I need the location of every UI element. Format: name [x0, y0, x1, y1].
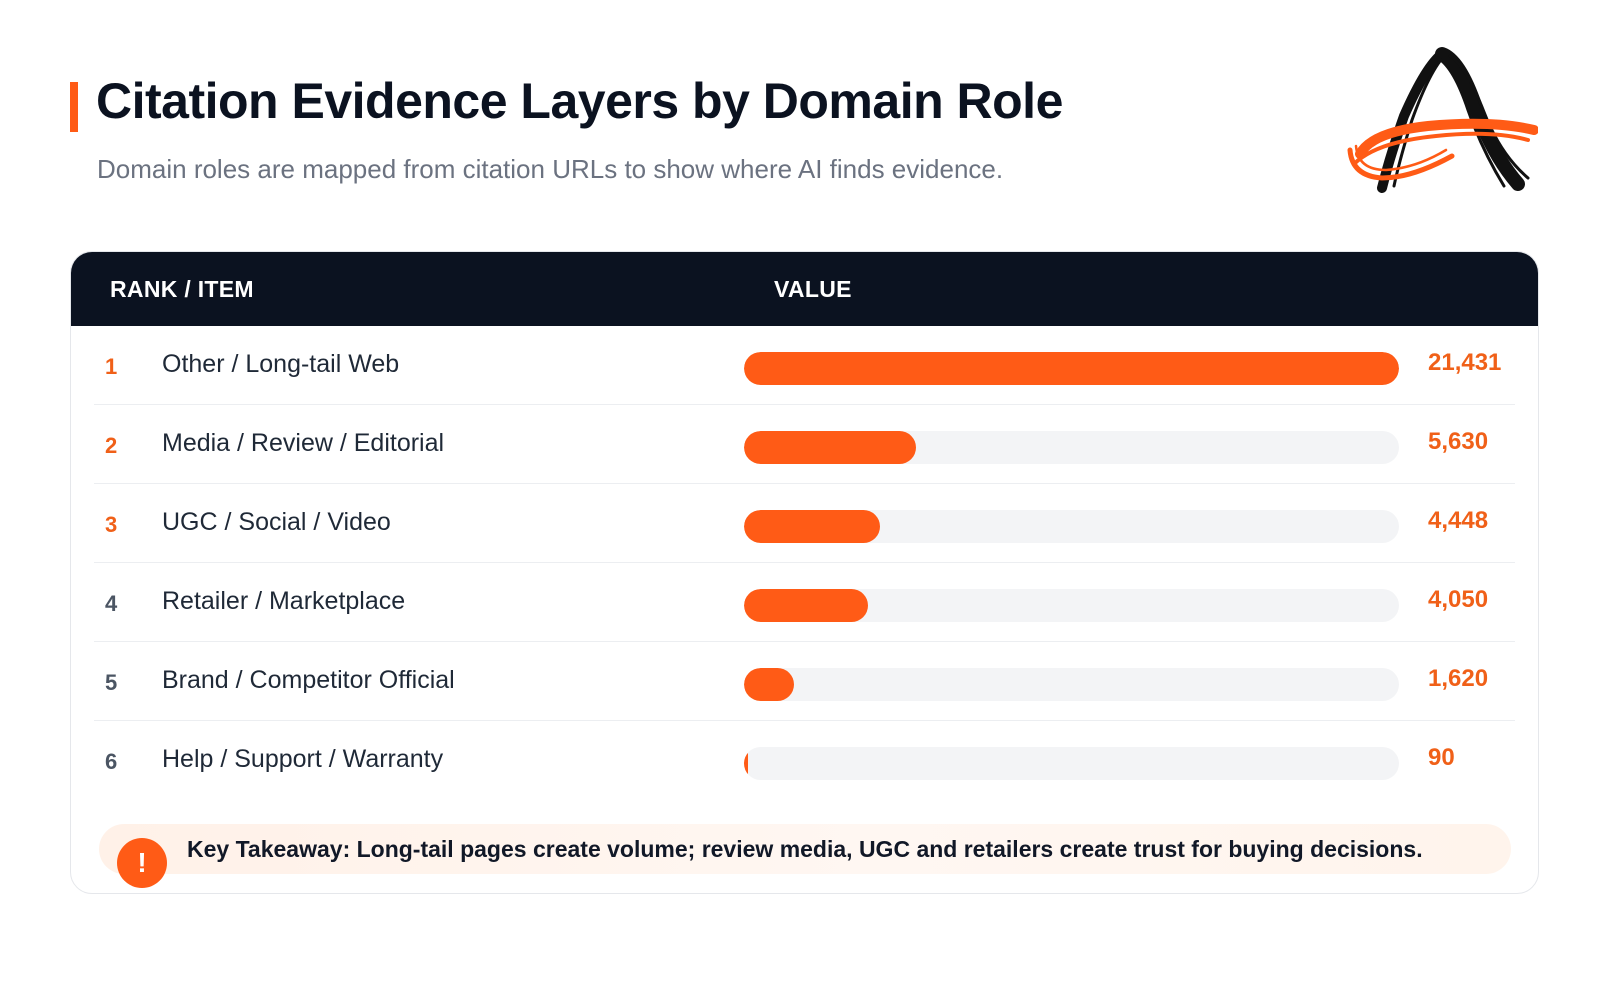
item-label: UGC / Social / Video	[162, 508, 391, 536]
column-header-value: VALUE	[774, 276, 852, 302]
row-divider	[94, 641, 1515, 642]
rank-number: 2	[105, 433, 118, 458]
bar	[744, 352, 1399, 385]
table-row: 5 Brand / Competitor Official 1,620	[71, 642, 1538, 721]
table-row: 3 UGC / Social / Video 4,448	[71, 484, 1538, 563]
item-label: Retailer / Marketplace	[162, 587, 406, 615]
brand-a-logo-icon	[1347, 47, 1538, 193]
bar-track	[744, 668, 1399, 701]
bar-track	[744, 431, 1399, 464]
title-accent-bar	[70, 82, 78, 132]
value-label: 5,630	[1428, 428, 1489, 455]
bar-track	[744, 747, 1399, 780]
row-divider	[94, 404, 1515, 405]
item-label: Media / Review / Editorial	[162, 429, 445, 457]
table-body: 1 Other / Long-tail Web 21,431 2 Media /…	[71, 326, 1538, 800]
rank-number: 4	[105, 591, 118, 616]
column-header-rank-item: RANK / ITEM	[110, 276, 254, 302]
value-label: 4,448	[1428, 507, 1489, 534]
page-title: Citation Evidence Layers by Domain Role	[96, 73, 1063, 129]
table-row: 2 Media / Review / Editorial 5,630	[71, 405, 1538, 484]
row-divider	[94, 562, 1515, 563]
rank-number: 3	[105, 512, 118, 537]
bar	[744, 510, 880, 543]
rank-number: 6	[105, 749, 118, 774]
key-takeaway-text: Key Takeaway: Long-tail pages create vol…	[187, 836, 1423, 862]
page-subtitle: Domain roles are mapped from citation UR…	[97, 154, 1004, 184]
value-label: 21,431	[1428, 349, 1502, 376]
table-row: 1 Other / Long-tail Web 21,431	[71, 326, 1538, 405]
bar-track	[744, 352, 1399, 385]
bar-track	[744, 510, 1399, 543]
item-label: Other / Long-tail Web	[162, 350, 400, 378]
rank-number: 1	[105, 354, 118, 379]
bar	[744, 747, 748, 780]
ranking-table: RANK / ITEM VALUE 1 Other / Long-tail We…	[70, 251, 1539, 894]
rank-number: 5	[105, 670, 118, 695]
bar	[744, 431, 917, 464]
table-header: RANK / ITEM VALUE	[71, 252, 1538, 326]
bar	[744, 668, 794, 701]
bar-track	[744, 589, 1399, 622]
row-divider	[94, 720, 1515, 721]
bar	[744, 589, 868, 622]
value-label: 90	[1428, 744, 1455, 771]
key-takeaway-banner: ! Key Takeaway: Long-tail pages create v…	[99, 824, 1511, 888]
value-label: 4,050	[1428, 586, 1489, 613]
table-row: 6 Help / Support / Warranty 90	[71, 721, 1538, 800]
value-label: 1,620	[1428, 665, 1489, 692]
exclamation-icon: !	[117, 838, 167, 888]
item-label: Help / Support / Warranty	[162, 745, 444, 773]
item-label: Brand / Competitor Official	[162, 666, 455, 694]
row-divider	[94, 483, 1515, 484]
table-row: 4 Retailer / Marketplace 4,050	[71, 563, 1538, 642]
